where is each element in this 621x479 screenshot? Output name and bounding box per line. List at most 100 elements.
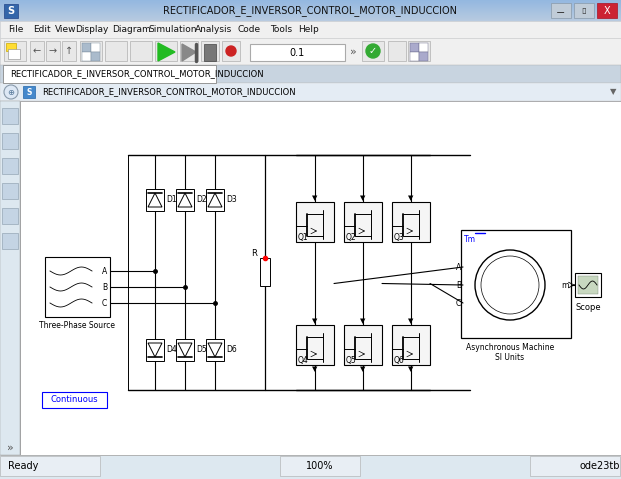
Bar: [0, 11, 621, 12]
Bar: [105, 41, 127, 61]
Bar: [80, 41, 102, 61]
Bar: [20, 101, 621, 455]
Circle shape: [4, 85, 18, 99]
Bar: [2, 183, 18, 199]
Bar: [82, 52, 91, 61]
Text: Ready: Ready: [8, 461, 39, 471]
Text: Q3: Q3: [394, 232, 405, 241]
Bar: [2, 108, 18, 124]
Bar: [419, 43, 428, 52]
Text: D2: D2: [196, 195, 207, 205]
Polygon shape: [148, 343, 162, 357]
Bar: [8, 49, 20, 59]
Text: »: »: [350, 47, 356, 57]
Text: A: A: [102, 266, 107, 275]
Bar: [408, 41, 430, 61]
Text: RECTIFICADOR_E_INVERSOR_CONTROL_MOTOR_INDUCCION: RECTIFICADOR_E_INVERSOR_CONTROL_MOTOR_IN…: [42, 88, 296, 96]
Bar: [2, 233, 18, 249]
Circle shape: [366, 44, 380, 58]
Bar: [530, 456, 620, 476]
Bar: [344, 325, 382, 365]
Polygon shape: [208, 343, 222, 357]
Polygon shape: [208, 193, 222, 207]
Text: ▼: ▼: [409, 366, 414, 372]
Text: ▼: ▼: [312, 195, 318, 201]
Text: B: B: [456, 281, 461, 289]
Text: Tm: Tm: [464, 235, 476, 244]
Text: D1: D1: [166, 195, 176, 205]
Bar: [176, 189, 194, 211]
Text: File: File: [8, 25, 24, 34]
Text: ▼: ▼: [312, 366, 318, 372]
Text: Q4: Q4: [298, 355, 309, 365]
Bar: [0, 8, 621, 9]
Bar: [0, 15, 621, 16]
Bar: [180, 41, 198, 61]
Bar: [551, 3, 571, 18]
Text: Q1: Q1: [298, 232, 309, 241]
Text: ▼: ▼: [360, 318, 366, 324]
Bar: [176, 339, 194, 361]
Bar: [362, 41, 384, 61]
Text: Code: Code: [238, 25, 261, 34]
Bar: [461, 230, 571, 338]
Text: ▼: ▼: [360, 195, 366, 201]
Bar: [4, 41, 26, 61]
Text: Display: Display: [75, 25, 109, 34]
Bar: [6, 43, 16, 51]
Text: ode23tb: ode23tb: [579, 461, 620, 471]
Bar: [204, 44, 216, 61]
Text: Q5: Q5: [346, 355, 356, 365]
Text: ⊕: ⊕: [7, 88, 14, 96]
Text: RECTIFICADOR_E_INVERSOR_CONTROL_MOTOR_INDUCCION: RECTIFICADOR_E_INVERSOR_CONTROL_MOTOR_IN…: [163, 6, 457, 16]
Text: Analysis: Analysis: [195, 25, 232, 34]
Bar: [0, 6, 621, 7]
Text: C: C: [456, 298, 461, 308]
Bar: [0, 0, 621, 1]
Bar: [206, 189, 224, 211]
Bar: [0, 1, 621, 2]
Text: Edit: Edit: [33, 25, 51, 34]
Bar: [0, 38, 621, 65]
Bar: [0, 17, 621, 18]
Circle shape: [481, 256, 539, 314]
Bar: [2, 208, 18, 224]
Bar: [410, 43, 419, 52]
Bar: [575, 273, 601, 297]
Bar: [296, 325, 334, 365]
Bar: [0, 12, 621, 13]
Text: S: S: [7, 6, 14, 16]
Polygon shape: [158, 43, 175, 61]
Bar: [574, 3, 594, 18]
Bar: [23, 86, 35, 98]
Text: View: View: [55, 25, 76, 34]
Bar: [392, 202, 430, 242]
Bar: [0, 16, 621, 17]
Text: Q2: Q2: [346, 232, 356, 241]
Bar: [62, 41, 76, 61]
Text: −: −: [556, 8, 566, 18]
Polygon shape: [148, 193, 162, 207]
Text: »: »: [7, 443, 14, 453]
Text: D6: D6: [226, 345, 237, 354]
Bar: [0, 4, 621, 5]
Text: Scope: Scope: [575, 303, 601, 312]
Bar: [0, 9, 621, 10]
Text: X: X: [604, 5, 610, 15]
Text: ▼: ▼: [409, 318, 414, 324]
Text: Tools: Tools: [270, 25, 292, 34]
Text: ▯: ▯: [582, 6, 586, 15]
Bar: [280, 456, 360, 476]
Text: Help: Help: [298, 25, 319, 34]
Circle shape: [226, 46, 236, 56]
Bar: [46, 41, 60, 61]
Bar: [392, 325, 430, 365]
Text: S: S: [26, 88, 32, 96]
Bar: [146, 189, 164, 211]
Bar: [3, 65, 216, 83]
Text: B: B: [102, 283, 107, 292]
Text: 100%: 100%: [306, 461, 333, 471]
Text: ▼: ▼: [610, 88, 616, 96]
Bar: [0, 14, 621, 15]
Polygon shape: [178, 343, 192, 357]
